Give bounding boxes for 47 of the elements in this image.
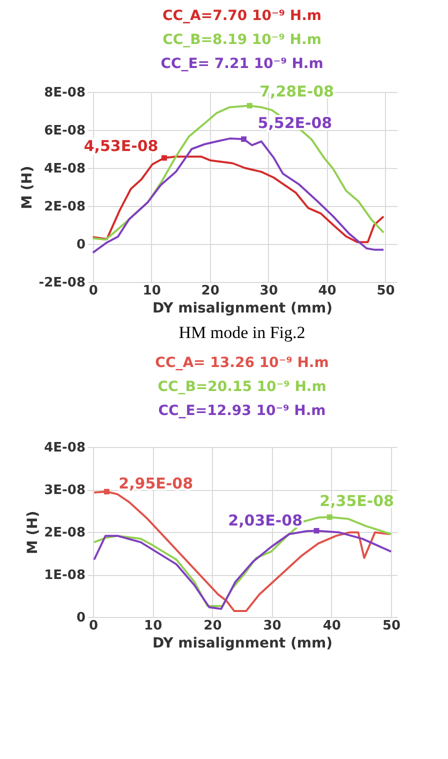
x-tick-label: 30 <box>263 618 282 634</box>
y-axis-title: M (H) <box>25 510 42 554</box>
annotation: 4,53E-08 <box>84 136 158 155</box>
y-axis-title: M (H) <box>20 166 36 210</box>
text: CC_E=12.93 10⁻⁹ H.m <box>158 403 326 419</box>
annotation: 2,03E-08 <box>228 512 303 530</box>
annotation: 7,28E-08 <box>260 82 334 101</box>
annotation: 2,95E-08 <box>118 474 194 493</box>
text: CC_E= 7.21 10⁻⁹ H.m <box>160 56 324 72</box>
x-tick-label: 10 <box>142 284 161 298</box>
y-tick-label: 4E-08 <box>44 162 86 176</box>
x-tick-label: 40 <box>318 284 336 298</box>
point <box>241 136 246 142</box>
x-tick-label: 20 <box>201 284 220 298</box>
chart-title: HM mode in Fig.2 <box>178 323 306 342</box>
x-tick-label: 20 <box>204 618 222 634</box>
y-tick-label: 4E-08 <box>44 440 86 456</box>
point <box>104 488 110 494</box>
y-tick-label: 1E-08 <box>44 568 86 583</box>
y-tick-label: 0 <box>76 238 86 252</box>
point <box>161 155 167 161</box>
line-series <box>92 155 385 244</box>
y-tick-label: 8E-08 <box>44 86 86 100</box>
point <box>314 528 320 534</box>
x-tick-label: 0 <box>88 618 98 634</box>
x-tick-label: 50 <box>382 618 401 634</box>
y-tick-label: -2E-08 <box>38 276 86 290</box>
text: CC_A= 13.26 10⁻⁹ H.m <box>155 355 329 371</box>
y-tick-label: 3E-08 <box>44 483 86 498</box>
x-tick-label: 40 <box>322 618 341 634</box>
x-axis-title: DY misalignment (mm) <box>152 300 332 316</box>
x-tick-label: 30 <box>260 284 278 298</box>
line-series <box>93 514 392 607</box>
annotation: 2,35E-08 <box>320 492 394 510</box>
x-axis-title: DY misalignment (mm) <box>152 636 332 652</box>
y-tick-label: 2E-08 <box>44 526 86 540</box>
line-series <box>93 528 392 610</box>
text: CC_A=7.70 10⁻⁹ H.m <box>162 8 322 24</box>
y-tick-label: 2E-08 <box>44 200 86 214</box>
point <box>326 514 332 520</box>
x-tick-label: 0 <box>88 284 98 298</box>
text: CC_B=8.19 10⁻⁹ H.m <box>162 32 322 48</box>
x-tick-label: 10 <box>144 618 162 634</box>
text: CC_B=20.15 10⁻⁹ H.m <box>158 379 326 395</box>
x-tick-label: 50 <box>376 284 395 298</box>
point <box>246 102 252 108</box>
y-tick-label: 6E-08 <box>44 124 86 138</box>
